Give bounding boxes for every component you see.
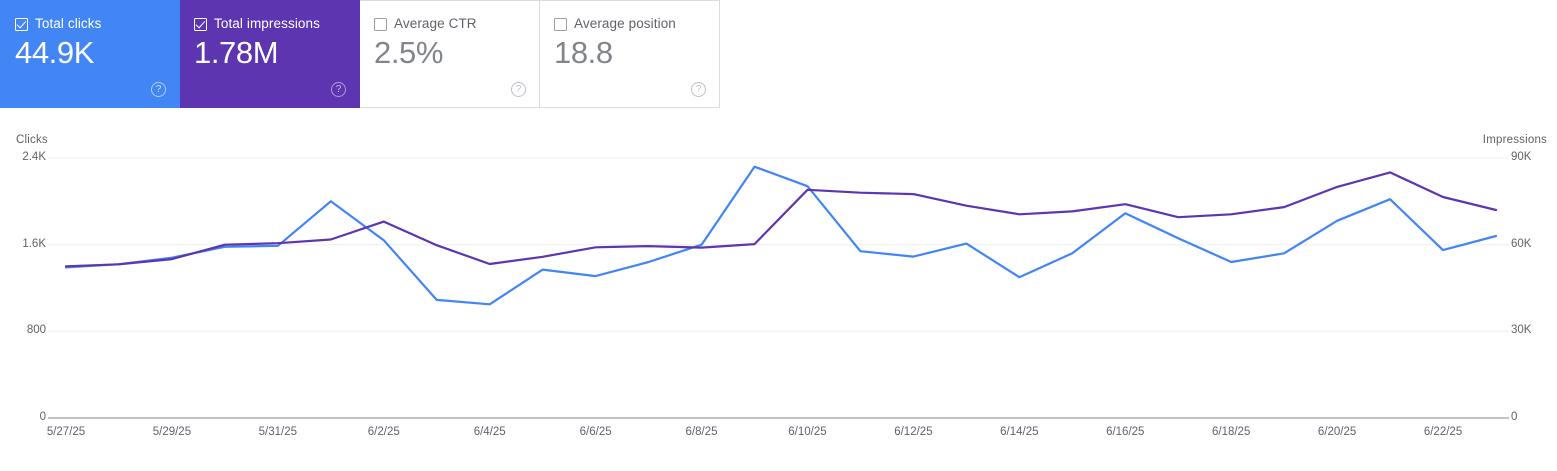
chart-plot-area [48,157,1509,419]
y-axis-left-tick-label: 0 [39,411,46,423]
metric-card-label: Average CTR [394,16,477,31]
x-axis-tick-label: 6/18/25 [1211,426,1251,438]
x-axis-tick-label: 6/14/25 [1000,426,1039,438]
metric-card-header: Average CTR [360,1,539,31]
series-line-clicks [64,165,1498,306]
checkbox-unchecked-icon[interactable] [554,17,567,31]
y-axis-right-tick-label: 30K [1511,324,1532,337]
x-axis-tick-label: 6/2/25 [367,426,400,438]
y-axis-left-tick-label: 2.4K [22,151,46,163]
x-axis-tick-label: 5/27/25 [46,426,86,438]
y-axis-right-tick-label: 0 [1511,411,1518,423]
x-axis-tick-label: 6/12/25 [894,426,933,438]
metric-card-header: Total impressions [180,1,359,31]
x-axis-tick-label: 5/29/25 [152,426,192,438]
metric-card-average-position[interactable]: Average position 18.8 ? [540,0,720,108]
x-axis-tick-label: 6/10/25 [788,426,827,438]
metric-card-label: Average position [574,16,676,31]
y-axis-right-title: Impressions [1482,134,1547,146]
y-axis-left-title: Clicks [16,134,48,146]
x-axis-tick-label: 5/31/25 [258,426,298,438]
x-axis-tick-label: 6/6/25 [579,426,612,438]
x-axis-tick-label: 6/16/25 [1106,426,1145,438]
metric-card-label: Total impressions [214,16,320,31]
metric-card-header: Average position [540,1,719,31]
x-axis-tick-label: 6/22/25 [1423,426,1463,438]
x-axis-tick-label: 6/20/25 [1317,426,1357,438]
x-axis-tick-label: 6/4/25 [473,426,506,438]
metric-card-label: Total clicks [35,16,102,31]
help-icon[interactable]: ? [511,82,526,97]
y-axis-left-tick-label: 1.6K [22,237,46,250]
metric-card-value: 18.8 [554,35,613,70]
series-line-impressions [64,171,1498,268]
metric-card-average-ctr[interactable]: Average CTR 2.5% ? [360,0,540,108]
metric-card-value: 44.9K [15,35,95,70]
y-axis-right-tick-label: 90K [1511,151,1532,163]
metric-card-value: 1.78M [194,35,279,70]
checkbox-checked-icon[interactable] [194,17,207,31]
metric-card-total-clicks[interactable]: Total clicks 44.9K ? [0,0,180,108]
help-icon[interactable]: ? [691,82,706,97]
performance-chart[interactable]: Clicks Impressions 0 800 1.6K 2.4K 0 30K 60K 9… [0,110,1557,471]
help-icon[interactable]: ? [151,82,166,97]
metric-card-value: 2.5% [374,35,444,70]
metric-card-total-impressions[interactable]: Total impressions 1.78M ? [180,0,360,108]
help-icon[interactable]: ? [331,82,346,97]
y-axis-right-tick-label: 60K [1511,237,1532,250]
checkbox-unchecked-icon[interactable] [374,17,387,31]
x-axis-tick-label: 6/8/25 [685,426,718,438]
checkbox-checked-icon[interactable] [15,17,28,31]
metric-cards-row: Total clicks 44.9K ? Total impressions 1… [0,0,720,110]
metric-card-header: Total clicks [1,1,179,31]
y-axis-left-tick-label: 800 [26,324,46,337]
